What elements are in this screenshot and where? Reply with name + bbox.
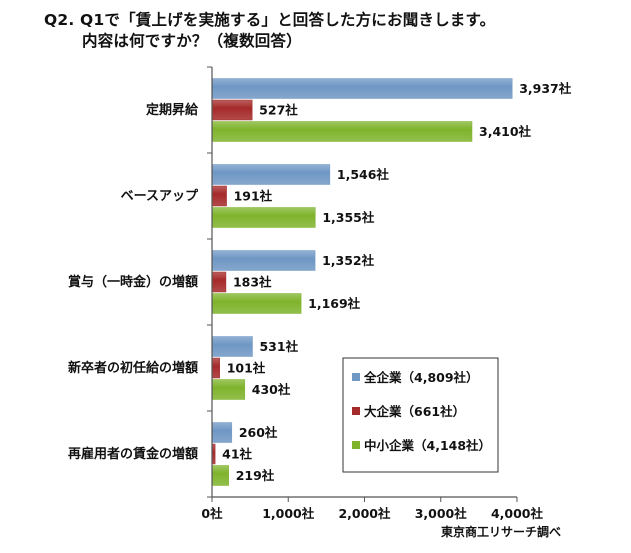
bar <box>211 164 331 185</box>
x-tick-label: 4,000社 <box>491 506 544 521</box>
data-label: 41社 <box>222 447 252 462</box>
legend-label: 中小企業（4,148社） <box>364 438 491 453</box>
chart-title: Q2. Q1で「賃上げを実施する」と回答した方にお聞きします。 内容は何ですか？… <box>44 10 495 52</box>
legend: 全企業（4,809社） 大企業（661社） 中小企業（4,148社） <box>342 357 499 473</box>
x-axis: 0社 1,000社 2,000社 3,000社 4,000社 <box>201 66 544 521</box>
bars <box>211 78 513 486</box>
bar <box>211 78 513 99</box>
category-label: ベースアップ <box>121 189 199 204</box>
data-label: 101社 <box>227 361 266 376</box>
data-label: 1,352社 <box>322 253 375 268</box>
category-label: 再雇用者の賃金の増額 <box>68 446 198 462</box>
data-labels: 3,937社 527社 3,410社 1,546社 191社 1,355社 1,352社 18… <box>222 81 572 483</box>
data-label: 1,355社 <box>322 210 375 225</box>
legend-box <box>342 357 499 473</box>
data-label: 260社 <box>239 425 278 440</box>
data-label: 3,410社 <box>479 124 532 139</box>
legend-swatch <box>352 441 360 449</box>
data-label: 219社 <box>236 468 275 483</box>
bar <box>211 379 246 400</box>
title-line-2: 内容は何ですか？（複数回答） <box>82 32 302 50</box>
bar <box>211 293 302 314</box>
bar <box>211 99 253 121</box>
bar <box>211 465 229 486</box>
data-label: 531社 <box>259 339 298 354</box>
legend-swatch <box>352 373 360 381</box>
bar <box>211 271 227 293</box>
category-label: 新卒者の初任給の増額 <box>68 360 198 376</box>
data-label: 191社 <box>234 189 273 204</box>
source-note: 東京商工リサーチ調べ <box>441 525 562 539</box>
data-label: 3,937社 <box>519 81 572 96</box>
x-tick-label: 2,000社 <box>338 506 391 521</box>
bar <box>211 336 253 357</box>
category-label: 賞与（一時金）の増額 <box>68 274 198 290</box>
legend-label: 大企業（661社） <box>364 404 465 419</box>
data-label: 1,546社 <box>337 167 390 182</box>
bar <box>211 121 473 142</box>
category-label: 定期昇給 <box>145 102 199 118</box>
legend-swatch <box>352 407 360 415</box>
title-line-1: Q2. Q1で「賃上げを実施する」と回答した方にお聞きします。 <box>44 11 496 29</box>
bar <box>211 185 227 207</box>
bar <box>211 357 220 379</box>
x-tick-label: 0社 <box>201 506 223 521</box>
data-label: 183社 <box>233 275 272 290</box>
bar <box>211 422 233 443</box>
data-label: 1,169社 <box>308 296 361 311</box>
data-label: 430社 <box>252 382 291 397</box>
bar <box>211 250 316 271</box>
x-tick-label: 1,000社 <box>262 506 315 521</box>
legend-label: 全企業（4,809社） <box>363 370 479 385</box>
data-label: 527社 <box>259 103 298 118</box>
x-tick-label: 3,000社 <box>415 506 468 521</box>
bar <box>211 207 316 228</box>
